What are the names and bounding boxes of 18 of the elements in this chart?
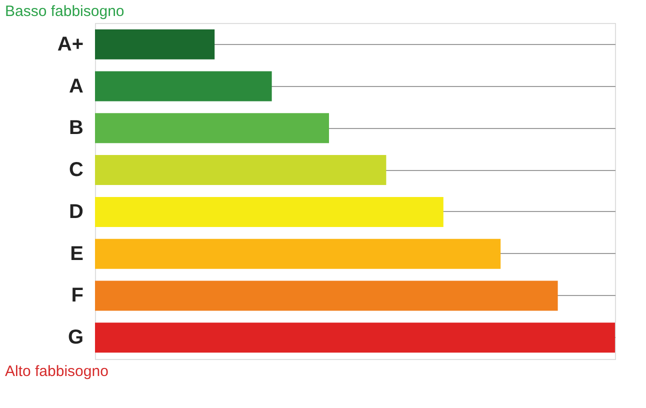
bar (95, 155, 386, 186)
y-tick-label: D (69, 200, 84, 223)
bar (95, 280, 558, 311)
y-tick-label: F (71, 284, 84, 307)
bar (95, 322, 615, 353)
bar (95, 238, 501, 269)
bar (95, 71, 272, 102)
y-tick-label: G (68, 326, 84, 349)
bar (95, 29, 215, 60)
y-tick-label: C (69, 159, 84, 182)
y-tick-label: A+ (57, 33, 84, 56)
y-tick-label: A (69, 75, 84, 98)
text: Alto fabbisogno (5, 363, 108, 380)
y-tick-label: E (70, 242, 84, 265)
bar (95, 113, 329, 144)
text: Basso fabbisogno (5, 3, 124, 20)
bar (95, 196, 444, 227)
y-tick-label: B (69, 117, 84, 140)
